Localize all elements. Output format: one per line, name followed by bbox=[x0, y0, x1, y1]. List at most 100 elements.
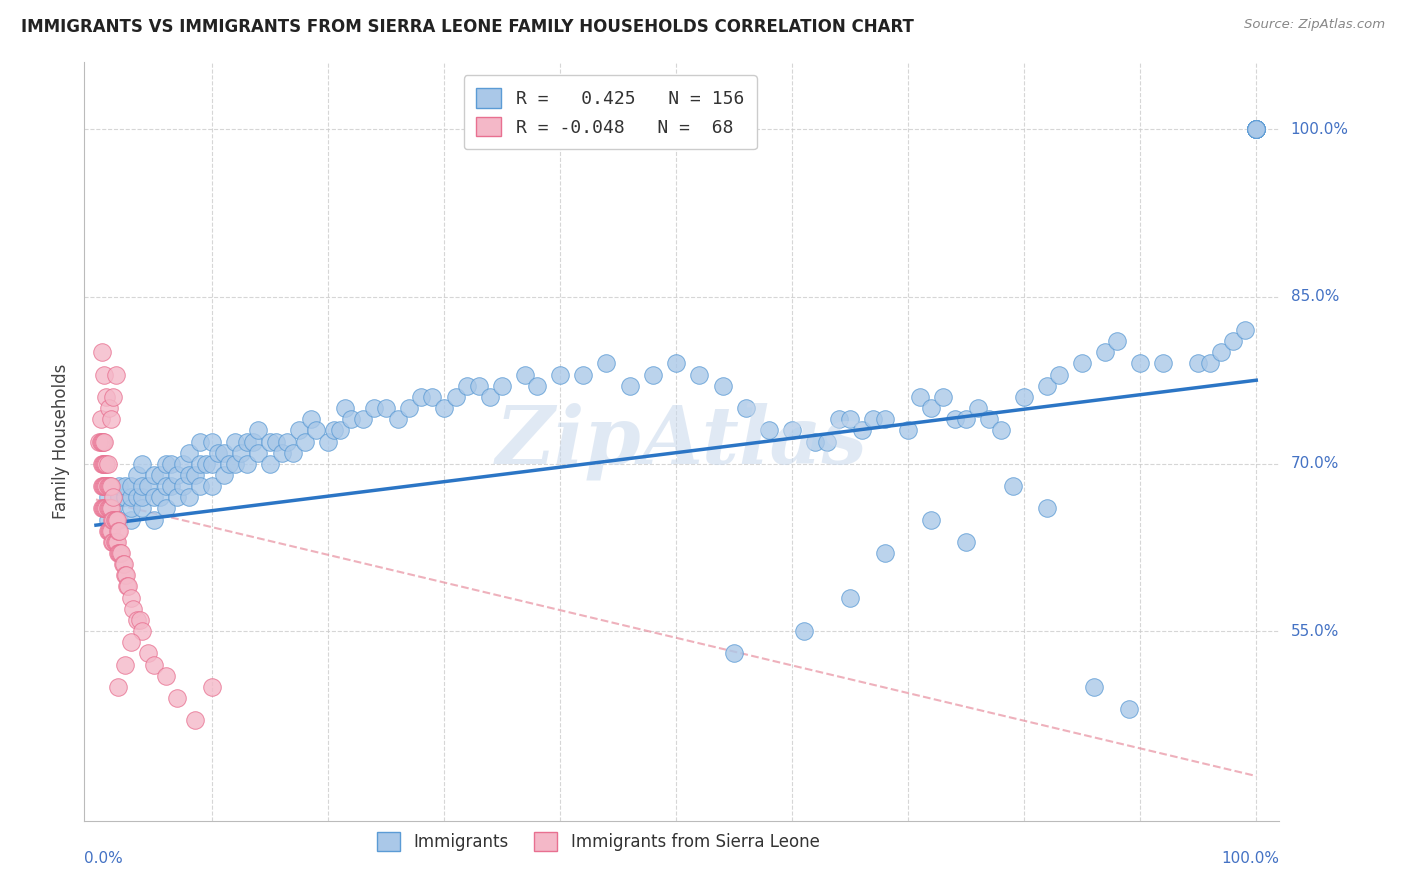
Point bbox=[288, 424, 311, 438]
Point bbox=[247, 446, 270, 460]
Point bbox=[955, 535, 977, 549]
Point bbox=[815, 434, 838, 449]
Point bbox=[177, 446, 200, 460]
Point bbox=[1244, 122, 1267, 136]
Point bbox=[97, 524, 120, 538]
Point bbox=[409, 390, 432, 404]
Point bbox=[1244, 122, 1267, 136]
Point bbox=[723, 646, 745, 660]
Point bbox=[114, 657, 136, 672]
Point bbox=[149, 491, 172, 505]
Point bbox=[1244, 122, 1267, 136]
Point bbox=[108, 491, 131, 505]
Point bbox=[572, 368, 595, 382]
Point bbox=[641, 368, 664, 382]
Point bbox=[190, 479, 212, 493]
Point bbox=[110, 546, 132, 560]
Point bbox=[143, 513, 166, 527]
Point bbox=[398, 401, 420, 416]
Point bbox=[236, 457, 259, 471]
Point bbox=[1047, 368, 1070, 382]
Point bbox=[943, 412, 966, 426]
Point bbox=[94, 457, 117, 471]
Point bbox=[1244, 122, 1267, 136]
Point bbox=[97, 501, 120, 516]
Point bbox=[1198, 356, 1220, 371]
Point bbox=[97, 491, 120, 505]
Point bbox=[335, 401, 357, 416]
Point bbox=[103, 501, 125, 516]
Point bbox=[90, 457, 112, 471]
Point bbox=[125, 613, 148, 627]
Point bbox=[97, 479, 120, 493]
Point bbox=[283, 446, 305, 460]
Point bbox=[352, 412, 374, 426]
Point bbox=[104, 513, 127, 527]
Point bbox=[104, 535, 127, 549]
Point bbox=[595, 356, 617, 371]
Point bbox=[160, 457, 183, 471]
Point bbox=[143, 657, 166, 672]
Point bbox=[515, 368, 537, 382]
Point bbox=[91, 501, 114, 516]
Point bbox=[177, 468, 200, 483]
Point bbox=[97, 479, 120, 493]
Point bbox=[131, 491, 153, 505]
Point bbox=[479, 390, 502, 404]
Point bbox=[236, 434, 259, 449]
Point bbox=[387, 412, 409, 426]
Point bbox=[98, 524, 121, 538]
Point bbox=[120, 591, 142, 605]
Point bbox=[1244, 122, 1267, 136]
Point bbox=[97, 513, 120, 527]
Point bbox=[1244, 122, 1267, 136]
Point bbox=[172, 457, 194, 471]
Point bbox=[1244, 122, 1267, 136]
Point bbox=[1036, 378, 1059, 392]
Point bbox=[107, 524, 129, 538]
Point bbox=[1129, 356, 1152, 371]
Point bbox=[122, 602, 145, 616]
Point bbox=[105, 535, 128, 549]
Text: 55.0%: 55.0% bbox=[1291, 624, 1339, 639]
Point bbox=[97, 457, 120, 471]
Point bbox=[108, 513, 131, 527]
Point bbox=[107, 680, 129, 694]
Point bbox=[1012, 390, 1035, 404]
Text: 70.0%: 70.0% bbox=[1291, 457, 1339, 471]
Point bbox=[247, 424, 270, 438]
Point bbox=[839, 591, 862, 605]
Point bbox=[920, 513, 942, 527]
Text: IMMIGRANTS VS IMMIGRANTS FROM SIERRA LEONE FAMILY HOUSEHOLDS CORRELATION CHART: IMMIGRANTS VS IMMIGRANTS FROM SIERRA LEO… bbox=[21, 18, 914, 36]
Point bbox=[1083, 680, 1105, 694]
Point bbox=[136, 646, 159, 660]
Point bbox=[94, 501, 117, 516]
Point bbox=[101, 535, 124, 549]
Point bbox=[110, 546, 132, 560]
Point bbox=[94, 479, 117, 493]
Point bbox=[107, 546, 129, 560]
Point bbox=[201, 680, 224, 694]
Point bbox=[862, 412, 884, 426]
Point bbox=[120, 501, 142, 516]
Point bbox=[166, 691, 188, 706]
Point bbox=[103, 390, 125, 404]
Point bbox=[91, 434, 114, 449]
Point bbox=[491, 378, 513, 392]
Point bbox=[201, 479, 224, 493]
Point bbox=[1222, 334, 1244, 349]
Point bbox=[160, 479, 183, 493]
Point bbox=[96, 479, 118, 493]
Legend: Immigrants, Immigrants from Sierra Leone: Immigrants, Immigrants from Sierra Leone bbox=[370, 826, 827, 858]
Point bbox=[259, 457, 281, 471]
Point bbox=[103, 535, 125, 549]
Point bbox=[793, 624, 815, 639]
Point bbox=[120, 491, 142, 505]
Point bbox=[93, 479, 115, 493]
Point bbox=[839, 412, 862, 426]
Point bbox=[224, 457, 246, 471]
Point bbox=[105, 513, 128, 527]
Point bbox=[131, 457, 153, 471]
Point bbox=[172, 479, 194, 493]
Point bbox=[1071, 356, 1094, 371]
